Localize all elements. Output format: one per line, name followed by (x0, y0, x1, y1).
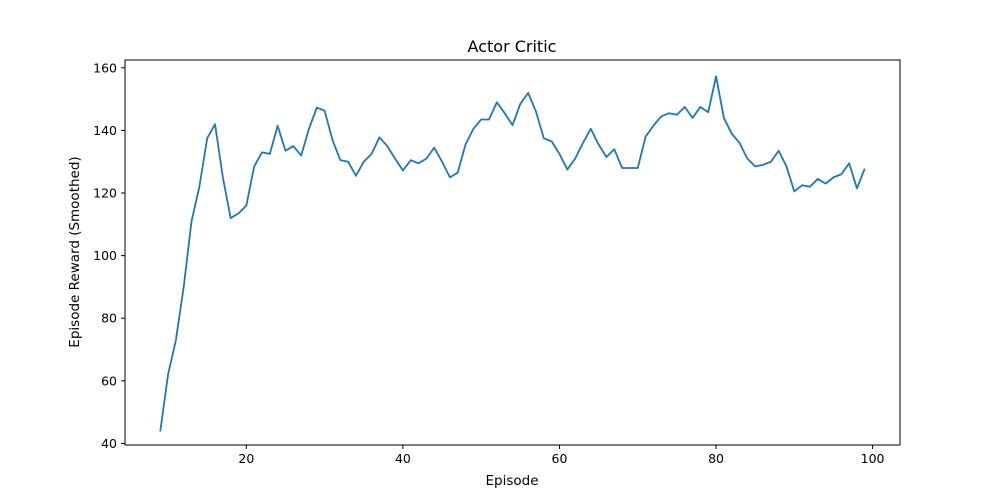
x-tick-label: 40 (395, 451, 411, 466)
y-tick-label: 140 (93, 123, 117, 138)
y-tick-label: 40 (101, 436, 117, 451)
x-tick-label: 60 (552, 451, 568, 466)
y-axis-title: Episode Reward (Smoothed) (67, 156, 83, 347)
y-tick-label: 60 (101, 373, 117, 388)
x-tick-label: 20 (238, 451, 254, 466)
y-tick-label: 100 (93, 248, 117, 263)
plot-area (159, 75, 866, 432)
x-tick-label: 80 (708, 451, 724, 466)
x-tick-label: 100 (861, 451, 885, 466)
y-axis: 40 60 80 100 120 140 160 (93, 60, 125, 451)
y-tick-label: 120 (93, 186, 117, 201)
x-axis: 20 40 60 80 100 (238, 445, 885, 466)
series-line (159, 75, 866, 432)
y-tick-label: 160 (93, 60, 117, 75)
chart-title: Actor Critic (468, 37, 557, 56)
x-axis-title: Episode (485, 473, 538, 489)
axes-frame (124, 59, 901, 446)
y-tick-label: 80 (101, 311, 117, 326)
